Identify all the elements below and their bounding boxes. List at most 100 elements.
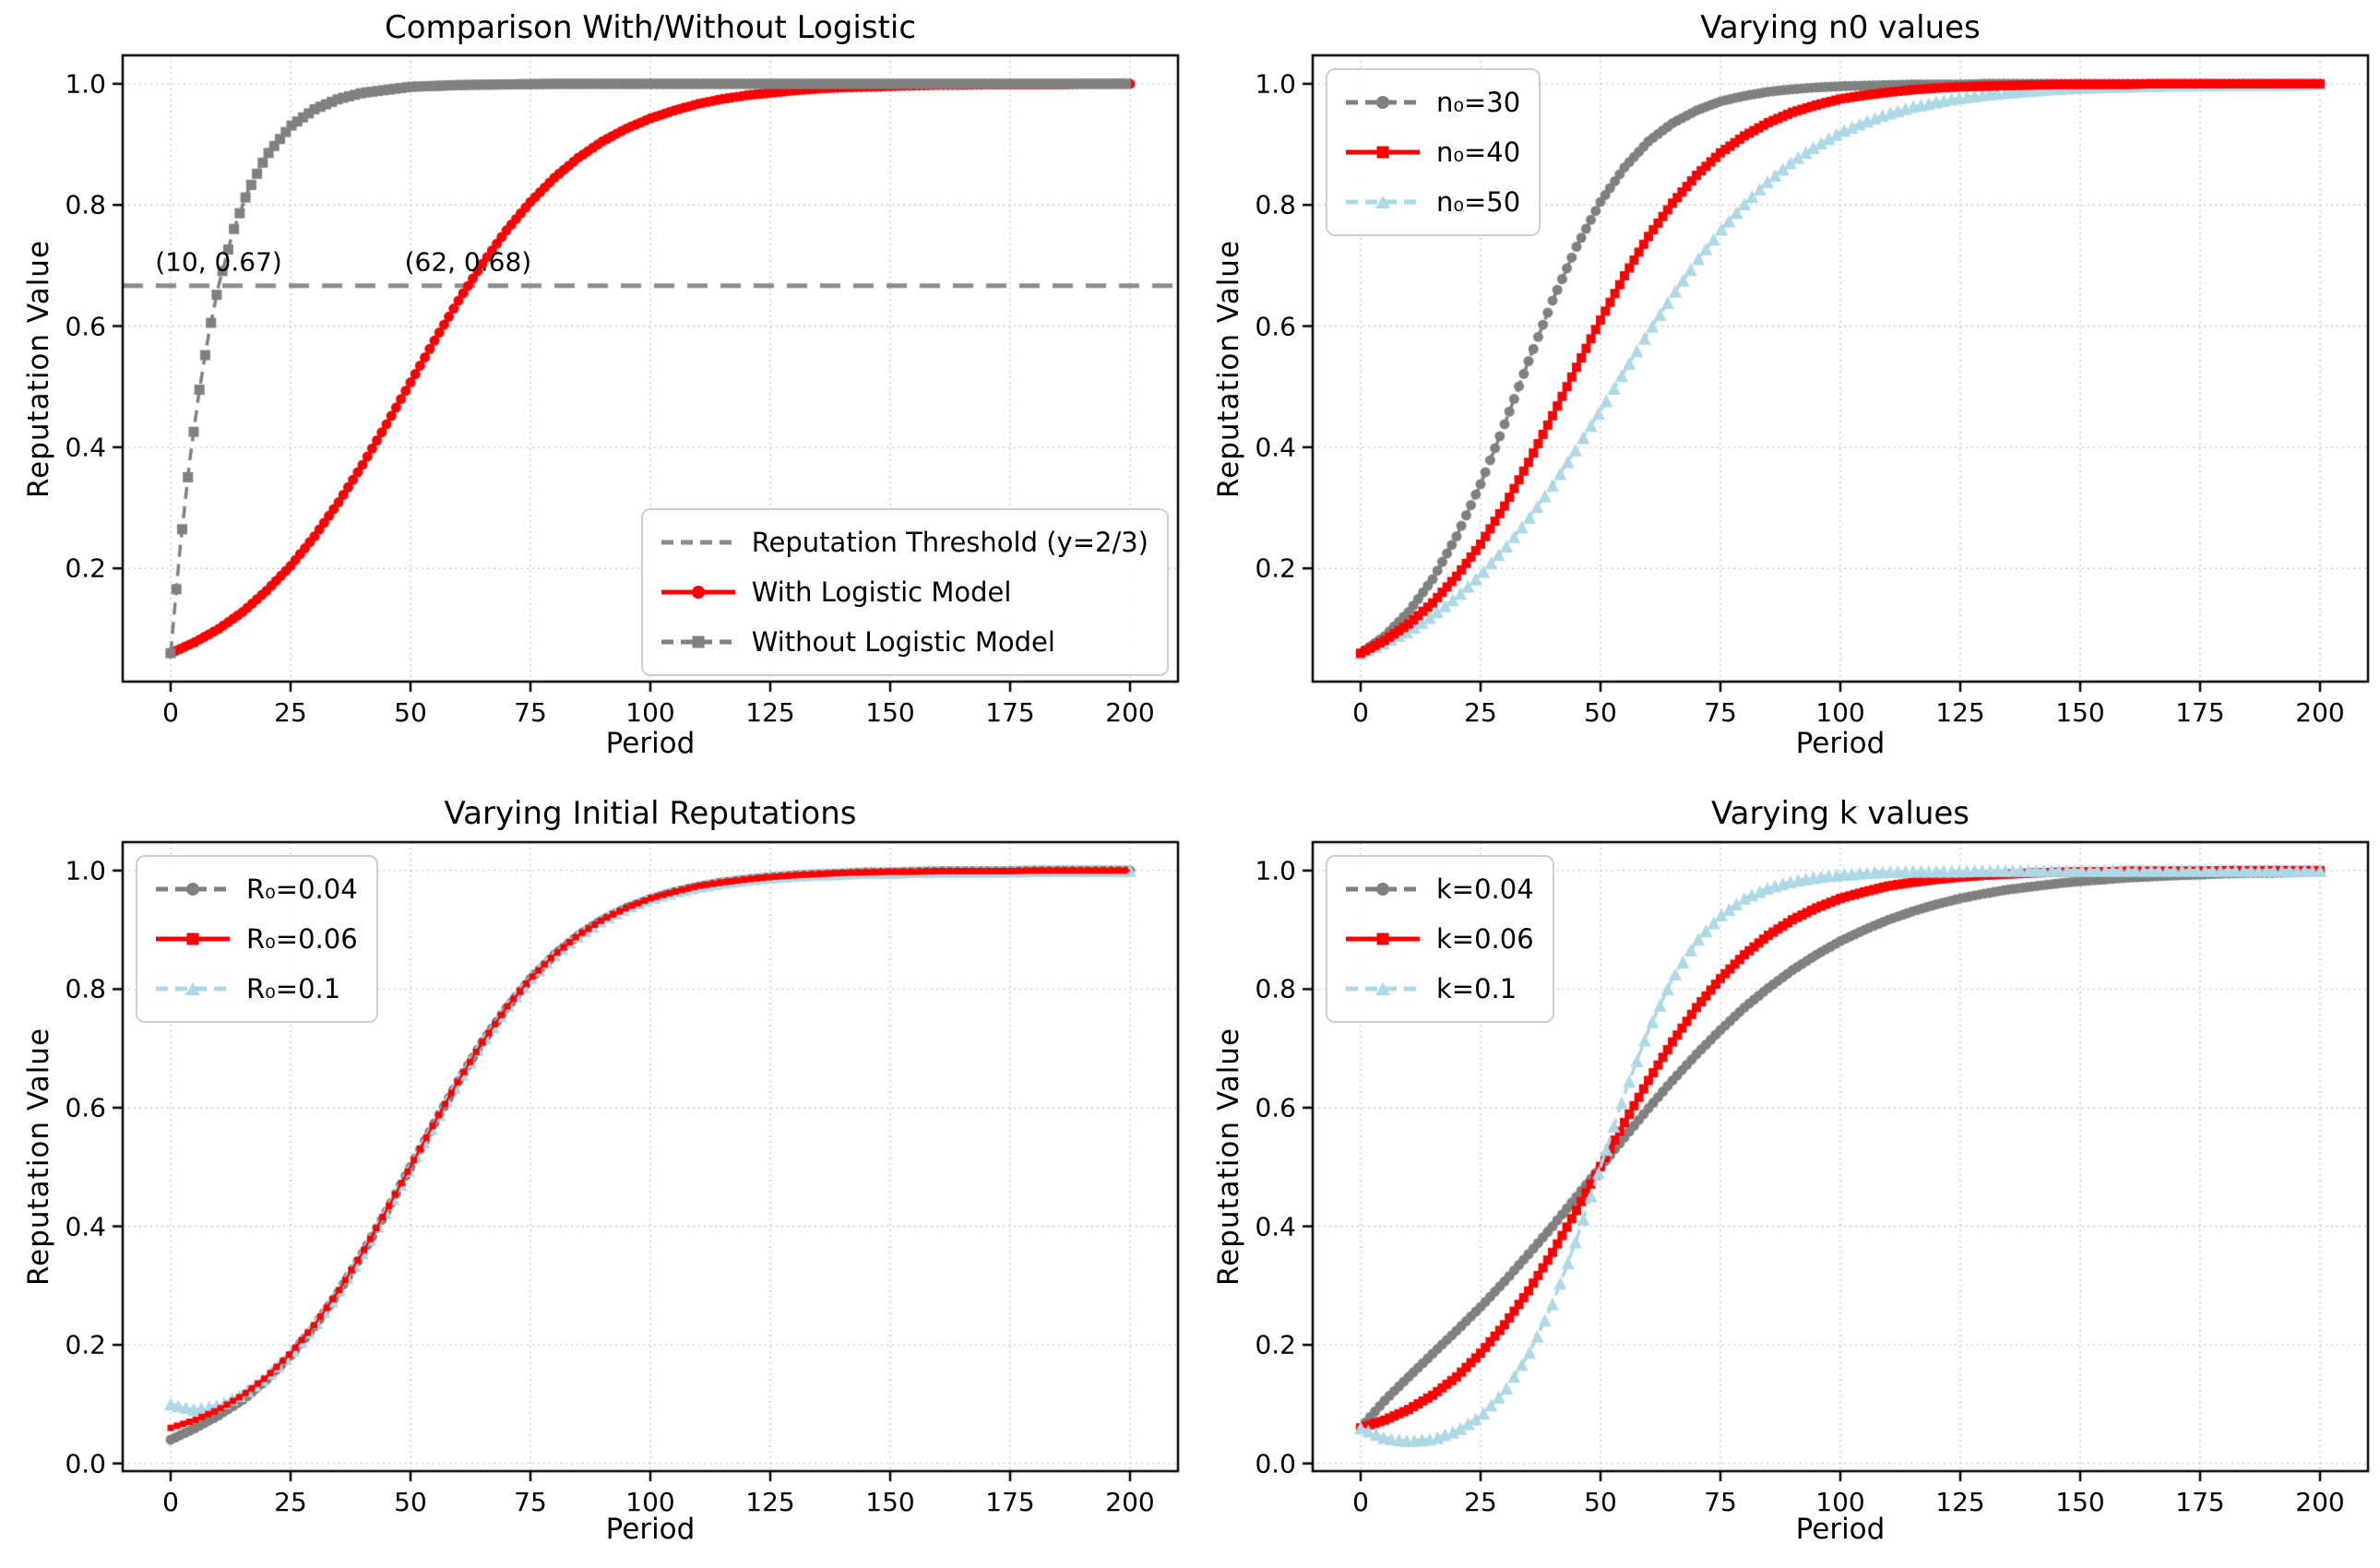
chart-title-varying-k: Varying k values bbox=[1710, 795, 1970, 832]
y-tick-label: 0.8 bbox=[65, 973, 106, 1004]
x-tick-label: 25 bbox=[274, 697, 307, 728]
chart-title-varying-initial: Varying Initial Reputations bbox=[444, 795, 857, 832]
legend-line-sample bbox=[1346, 876, 1420, 902]
legend-varying-k: k=0.04 k=0.06 k=0.1 bbox=[1326, 855, 1554, 1023]
x-tick-label: 125 bbox=[1935, 1487, 1985, 1517]
legend-line-sample bbox=[660, 579, 735, 605]
x-tick-label: 175 bbox=[2175, 1487, 2225, 1517]
circle-marker-icon bbox=[691, 586, 705, 599]
y-tick-label: 0.2 bbox=[1255, 1329, 1296, 1360]
x-tick-label: 100 bbox=[1815, 1487, 1865, 1517]
x-tick-label: 150 bbox=[2055, 1487, 2105, 1517]
legend-label: With Logistic Model bbox=[751, 576, 1012, 608]
legend-label: n₀=40 bbox=[1436, 137, 1521, 168]
legend-label: k=0.1 bbox=[1436, 973, 1517, 1004]
y-tick-label: 0.6 bbox=[65, 1092, 106, 1123]
x-tick-label: 75 bbox=[514, 697, 547, 728]
x-tick-label: 125 bbox=[745, 697, 795, 728]
legend-line-sample bbox=[1346, 139, 1420, 165]
chart-title-comparison: Comparison With/Without Logistic bbox=[384, 9, 917, 46]
x-tick-label: 100 bbox=[1815, 697, 1865, 728]
y-tick-label: 0.4 bbox=[65, 432, 106, 463]
legend-line-sample bbox=[1346, 89, 1420, 115]
annotation-with-crossing: (62, 0.68) bbox=[404, 246, 532, 278]
y-tick-label: 0.8 bbox=[1255, 189, 1296, 220]
legend-label: Reputation Threshold (y=2/3) bbox=[751, 527, 1148, 558]
triangle-marker-icon bbox=[185, 982, 200, 995]
x-tick-label: 150 bbox=[2055, 697, 2105, 728]
triangle-marker-icon bbox=[1375, 982, 1390, 995]
x-axis-label: Period bbox=[605, 1513, 696, 1546]
legend-label: n₀=50 bbox=[1436, 186, 1521, 218]
legend-line-sample bbox=[1346, 189, 1420, 215]
x-tick-label: 50 bbox=[394, 1487, 427, 1517]
y-tick-label: 0.2 bbox=[1255, 552, 1296, 584]
y-tick-label: 1.0 bbox=[65, 68, 106, 100]
y-tick-label: 1.0 bbox=[1255, 855, 1296, 886]
y-tick-label: 1.0 bbox=[1255, 68, 1296, 100]
legend-line-sample bbox=[660, 629, 735, 655]
legend-item: Without Logistic Model bbox=[660, 621, 1148, 663]
legend-item: k=0.1 bbox=[1346, 968, 1534, 1010]
y-tick-label: 0.6 bbox=[1255, 1092, 1296, 1123]
y-tick-label: 0.0 bbox=[1255, 1448, 1296, 1479]
y-tick-label: 0.4 bbox=[65, 1211, 106, 1242]
x-tick-label: 100 bbox=[625, 697, 675, 728]
legend-label: Without Logistic Model bbox=[751, 626, 1055, 658]
y-tick-label: 0.2 bbox=[65, 552, 106, 584]
y-axis-label: Reputation Value bbox=[1212, 239, 1245, 499]
y-tick-label: 0.4 bbox=[1255, 432, 1296, 463]
x-tick-label: 75 bbox=[1704, 697, 1737, 728]
legend-item: k=0.06 bbox=[1346, 918, 1534, 960]
legend-item: n₀=40 bbox=[1346, 131, 1520, 173]
x-tick-label: 50 bbox=[394, 697, 427, 728]
square-marker-icon bbox=[1376, 932, 1389, 945]
y-tick-label: 0.4 bbox=[1255, 1211, 1296, 1242]
legend-item: k=0.04 bbox=[1346, 868, 1534, 910]
square-marker-icon bbox=[1376, 146, 1389, 159]
x-tick-label: 100 bbox=[625, 1487, 675, 1517]
legend-label: R₀=0.1 bbox=[246, 973, 341, 1004]
x-tick-label: 0 bbox=[162, 1487, 179, 1517]
x-tick-label: 150 bbox=[865, 697, 915, 728]
x-tick-label: 200 bbox=[1105, 697, 1155, 728]
legend-item: n₀=50 bbox=[1346, 181, 1520, 223]
legend-line-sample bbox=[156, 976, 230, 1002]
circle-marker-icon bbox=[1376, 883, 1389, 896]
x-tick-label: 200 bbox=[1105, 1487, 1155, 1517]
x-tick-label: 0 bbox=[162, 697, 179, 728]
legend-item: n₀=30 bbox=[1346, 81, 1520, 124]
x-tick-label: 50 bbox=[1584, 1487, 1617, 1517]
legend-line-sample bbox=[660, 529, 735, 555]
x-tick-label: 0 bbox=[1352, 1487, 1369, 1517]
x-tick-label: 125 bbox=[1935, 697, 1985, 728]
legend-item: With Logistic Model bbox=[660, 571, 1148, 613]
y-tick-label: 0.6 bbox=[65, 311, 106, 342]
y-axis-label: Reputation Value bbox=[1212, 1027, 1245, 1287]
x-tick-label: 150 bbox=[865, 1487, 915, 1517]
legend-label: R₀=0.04 bbox=[246, 873, 358, 905]
legend-line-sample bbox=[156, 926, 230, 952]
x-tick-label: 0 bbox=[1352, 697, 1369, 728]
y-axis-label: Reputation Value bbox=[22, 1027, 55, 1287]
x-axis-label: Period bbox=[605, 727, 696, 760]
legend-label: k=0.06 bbox=[1436, 923, 1534, 955]
x-tick-label: 125 bbox=[745, 1487, 795, 1517]
chart-title-varying-n0: Varying n0 values bbox=[1700, 9, 1981, 46]
x-tick-label: 50 bbox=[1584, 697, 1617, 728]
y-tick-label: 0.8 bbox=[1255, 973, 1296, 1004]
x-tick-label: 200 bbox=[2295, 697, 2345, 728]
y-tick-label: 0.2 bbox=[65, 1329, 106, 1360]
y-tick-label: 0.8 bbox=[65, 189, 106, 220]
legend-line-sample bbox=[156, 876, 230, 902]
legend-item: R₀=0.04 bbox=[156, 868, 358, 910]
legend-line-sample bbox=[1346, 926, 1420, 952]
y-tick-label: 0.0 bbox=[65, 1448, 106, 1479]
legend-item: Reputation Threshold (y=2/3) bbox=[660, 521, 1148, 564]
square-marker-icon bbox=[186, 932, 199, 945]
legend-line-sample bbox=[1346, 976, 1420, 1002]
legend-label: n₀=30 bbox=[1436, 87, 1521, 118]
